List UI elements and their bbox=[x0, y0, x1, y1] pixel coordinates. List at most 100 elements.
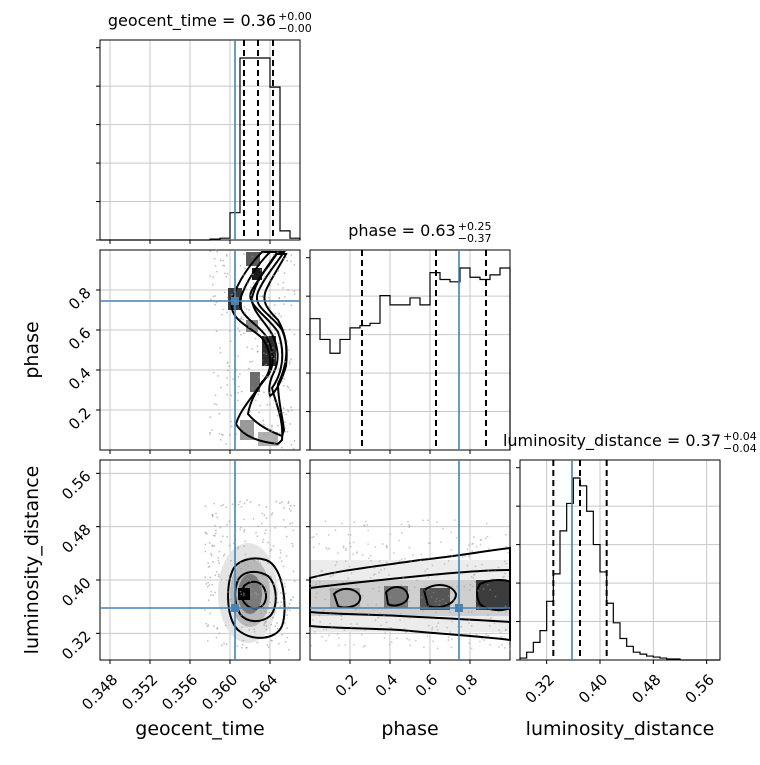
sample-point bbox=[288, 602, 291, 605]
sample-point bbox=[400, 532, 403, 534]
sample-point bbox=[293, 439, 296, 442]
sample-point bbox=[403, 557, 406, 560]
sample-point bbox=[383, 590, 386, 593]
sample-point bbox=[423, 589, 426, 591]
sample-point bbox=[470, 647, 473, 650]
sample-point bbox=[216, 626, 219, 629]
sample-point bbox=[205, 583, 208, 585]
sample-point bbox=[396, 637, 398, 640]
sample-point bbox=[353, 643, 356, 646]
sample-point bbox=[256, 641, 259, 644]
sample-point bbox=[244, 563, 247, 566]
sample-point bbox=[408, 523, 410, 526]
sample-point bbox=[207, 581, 209, 584]
sample-point bbox=[389, 533, 392, 536]
panel-title-luminosity_distance: luminosity_distance = 0.37 bbox=[503, 431, 721, 451]
title-sup-geocent_time: +0.00 bbox=[278, 10, 312, 23]
sample-point bbox=[251, 422, 254, 425]
sample-point bbox=[325, 546, 328, 549]
density-cell bbox=[384, 586, 408, 608]
sample-point bbox=[209, 576, 212, 579]
sample-point bbox=[284, 296, 286, 298]
sample-point bbox=[228, 577, 231, 580]
sample-point bbox=[278, 367, 280, 370]
sample-point bbox=[292, 529, 295, 532]
sample-point bbox=[231, 503, 234, 506]
sample-point bbox=[270, 280, 273, 282]
sample-point bbox=[290, 260, 293, 263]
sample-point bbox=[315, 533, 318, 536]
sample-point bbox=[399, 619, 401, 621]
sample-point bbox=[215, 570, 218, 573]
sample-point bbox=[250, 593, 253, 596]
sample-point bbox=[424, 570, 427, 572]
sample-point bbox=[267, 541, 269, 544]
sample-point bbox=[237, 375, 240, 378]
sample-point bbox=[315, 592, 318, 595]
sample-point bbox=[226, 384, 229, 386]
sample-point bbox=[210, 429, 213, 431]
sample-point bbox=[271, 426, 273, 428]
sample-point bbox=[284, 430, 287, 433]
sample-point bbox=[289, 504, 292, 507]
sample-point bbox=[223, 272, 226, 275]
sample-point bbox=[234, 300, 237, 302]
sample-point bbox=[464, 555, 467, 557]
sample-point bbox=[208, 542, 211, 544]
sample-point bbox=[408, 526, 411, 529]
sample-point bbox=[481, 563, 483, 566]
sample-point bbox=[463, 585, 466, 588]
sample-point bbox=[373, 607, 376, 610]
sample-point bbox=[447, 639, 450, 642]
ytick-label-phase: 0.4 bbox=[65, 364, 95, 394]
sample-point bbox=[254, 337, 257, 340]
sample-point bbox=[450, 646, 453, 649]
sample-point bbox=[473, 536, 475, 538]
sample-point bbox=[257, 376, 260, 379]
sample-point bbox=[270, 513, 273, 516]
sample-point bbox=[274, 625, 277, 627]
sample-point bbox=[290, 444, 293, 446]
sample-point bbox=[243, 518, 246, 521]
sample-point bbox=[285, 535, 288, 538]
sample-point bbox=[280, 560, 283, 563]
sample-point bbox=[288, 328, 291, 331]
sample-point bbox=[215, 403, 218, 406]
sample-point bbox=[273, 321, 276, 324]
sample-point bbox=[215, 301, 218, 304]
sample-point bbox=[215, 512, 217, 515]
sample-point bbox=[275, 500, 278, 503]
sample-point bbox=[449, 631, 452, 634]
sample-point bbox=[342, 545, 345, 547]
sample-point bbox=[213, 257, 216, 260]
sample-point bbox=[265, 363, 268, 366]
sample-point bbox=[408, 600, 411, 603]
sample-point bbox=[374, 619, 377, 622]
sample-point bbox=[420, 596, 423, 599]
sample-point bbox=[356, 623, 359, 626]
sample-point bbox=[219, 438, 222, 441]
sample-point bbox=[434, 600, 437, 603]
sample-point bbox=[358, 612, 361, 615]
sample-point bbox=[259, 602, 262, 605]
sample-point bbox=[248, 629, 251, 631]
sample-point bbox=[283, 582, 286, 585]
sample-point bbox=[209, 275, 212, 278]
sample-point bbox=[286, 259, 288, 262]
sample-point bbox=[214, 264, 217, 267]
sample-point bbox=[430, 628, 433, 631]
sample-point bbox=[373, 566, 376, 569]
sample-point bbox=[240, 593, 243, 596]
sample-point bbox=[325, 639, 328, 642]
xaxis-label-phase: phase bbox=[381, 718, 438, 740]
sample-point bbox=[486, 583, 489, 586]
sample-point bbox=[211, 583, 214, 586]
sample-point bbox=[236, 597, 239, 600]
sample-point bbox=[267, 330, 270, 333]
sample-point bbox=[311, 536, 314, 539]
sample-point bbox=[240, 333, 242, 336]
sample-point bbox=[225, 275, 228, 278]
sample-point bbox=[247, 565, 250, 568]
sample-point bbox=[467, 611, 470, 613]
sample-point bbox=[287, 349, 290, 352]
